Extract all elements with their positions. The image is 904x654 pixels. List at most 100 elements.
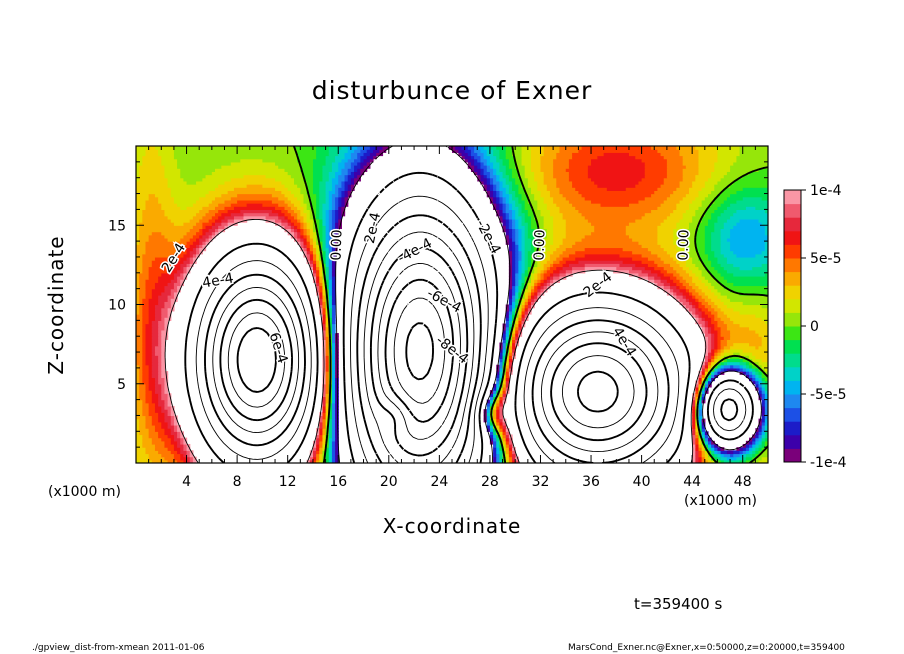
- field-cell: [335, 228, 339, 233]
- field-cell: [309, 193, 317, 198]
- field-cell: [758, 364, 763, 369]
- field-cell: [294, 222, 301, 226]
- field-cell: [142, 377, 150, 382]
- field-cell: [515, 291, 519, 296]
- field-cell: [347, 168, 355, 172]
- field-cell: [136, 250, 147, 255]
- field-cell: [297, 231, 301, 236]
- field-cell: [136, 329, 143, 334]
- field-cell: [758, 371, 763, 375]
- field-cell: [534, 269, 538, 274]
- field-cell: [676, 244, 687, 249]
- field-cell: [331, 358, 336, 363]
- field-cell: [344, 196, 349, 201]
- field-cell: [546, 234, 554, 239]
- field-cell: [325, 352, 330, 356]
- field-cell: [303, 193, 311, 198]
- field-cell: [647, 247, 665, 252]
- field-cell: [701, 437, 706, 442]
- field-cell: [224, 180, 282, 185]
- field-cell: [742, 367, 747, 372]
- field-cell: [505, 168, 513, 172]
- field-cell: [325, 212, 330, 217]
- field-cell: [676, 298, 681, 302]
- field-cell: [698, 380, 703, 385]
- field-cell: [136, 326, 143, 331]
- field-cell: [739, 447, 744, 451]
- field-cell: [527, 199, 538, 204]
- field-cell: [344, 177, 349, 182]
- field-cell: [723, 222, 737, 226]
- field-cell: [154, 386, 162, 391]
- field-cell: [524, 206, 532, 210]
- field-cell: [717, 314, 728, 318]
- field-cell: [540, 256, 545, 261]
- field-cell: [158, 275, 175, 280]
- field-cell: [154, 409, 162, 413]
- field-cell: [518, 272, 523, 277]
- field-cell: [524, 298, 529, 302]
- field-cell: [158, 380, 166, 385]
- field-cell: [192, 241, 200, 245]
- field-cell: [764, 428, 768, 432]
- field-cell: [167, 237, 181, 242]
- field-cell: [761, 396, 766, 401]
- field-cell: [591, 199, 640, 204]
- field-cell: [502, 393, 507, 398]
- field-cell: [319, 269, 324, 274]
- field-cell: [635, 184, 662, 188]
- colorbar-tick-label: 0: [810, 319, 819, 335]
- field-cell: [508, 241, 513, 245]
- field-cell: [215, 196, 232, 201]
- field-cell: [660, 275, 671, 280]
- field-cell: [682, 196, 696, 201]
- field-cell: [515, 177, 523, 182]
- field-cell: [502, 326, 507, 331]
- field-cell: [278, 165, 301, 169]
- field-cell: [237, 193, 273, 198]
- field-cell: [369, 158, 374, 163]
- field-cell: [189, 459, 194, 463]
- field-cell: [587, 171, 646, 176]
- field-cell: [657, 272, 665, 277]
- field-cell: [338, 218, 342, 223]
- field-cell: [572, 266, 586, 271]
- field-cell: [518, 326, 523, 331]
- field-cell: [537, 266, 545, 271]
- field-cell: [136, 304, 140, 309]
- field-cell: [335, 174, 339, 179]
- field-cell: [136, 358, 143, 363]
- field-cell: [695, 437, 700, 442]
- field-cell: [644, 165, 668, 169]
- field-cell: [319, 301, 324, 306]
- field-cell: [148, 234, 166, 239]
- x-tick-label: 12: [279, 474, 297, 490]
- field-cell: [704, 437, 709, 442]
- field-cell: [328, 196, 333, 201]
- field-cell: [575, 206, 658, 210]
- field-cell: [704, 453, 709, 458]
- field-cell: [764, 390, 768, 394]
- field-cell: [173, 222, 184, 226]
- field-cell: [341, 158, 349, 163]
- field-cell: [335, 222, 339, 226]
- field-cell: [347, 184, 352, 188]
- field-cell: [319, 282, 324, 287]
- field-cell: [572, 269, 586, 274]
- field-cell: [676, 247, 687, 252]
- field-cell: [173, 428, 178, 432]
- field-cell: [328, 437, 333, 442]
- field-cell: [717, 310, 725, 315]
- field-cell: [505, 443, 510, 448]
- field-cell: [151, 288, 166, 293]
- field-cell: [689, 187, 703, 191]
- field-cell: [726, 450, 734, 455]
- field-cell: [328, 453, 333, 458]
- field-cell: [502, 158, 510, 163]
- field-cell: [319, 443, 324, 448]
- field-cell: [489, 146, 497, 150]
- field-cell: [341, 171, 349, 176]
- field-cell: [331, 291, 336, 296]
- field-cell: [312, 269, 317, 274]
- field-cell: [325, 402, 330, 407]
